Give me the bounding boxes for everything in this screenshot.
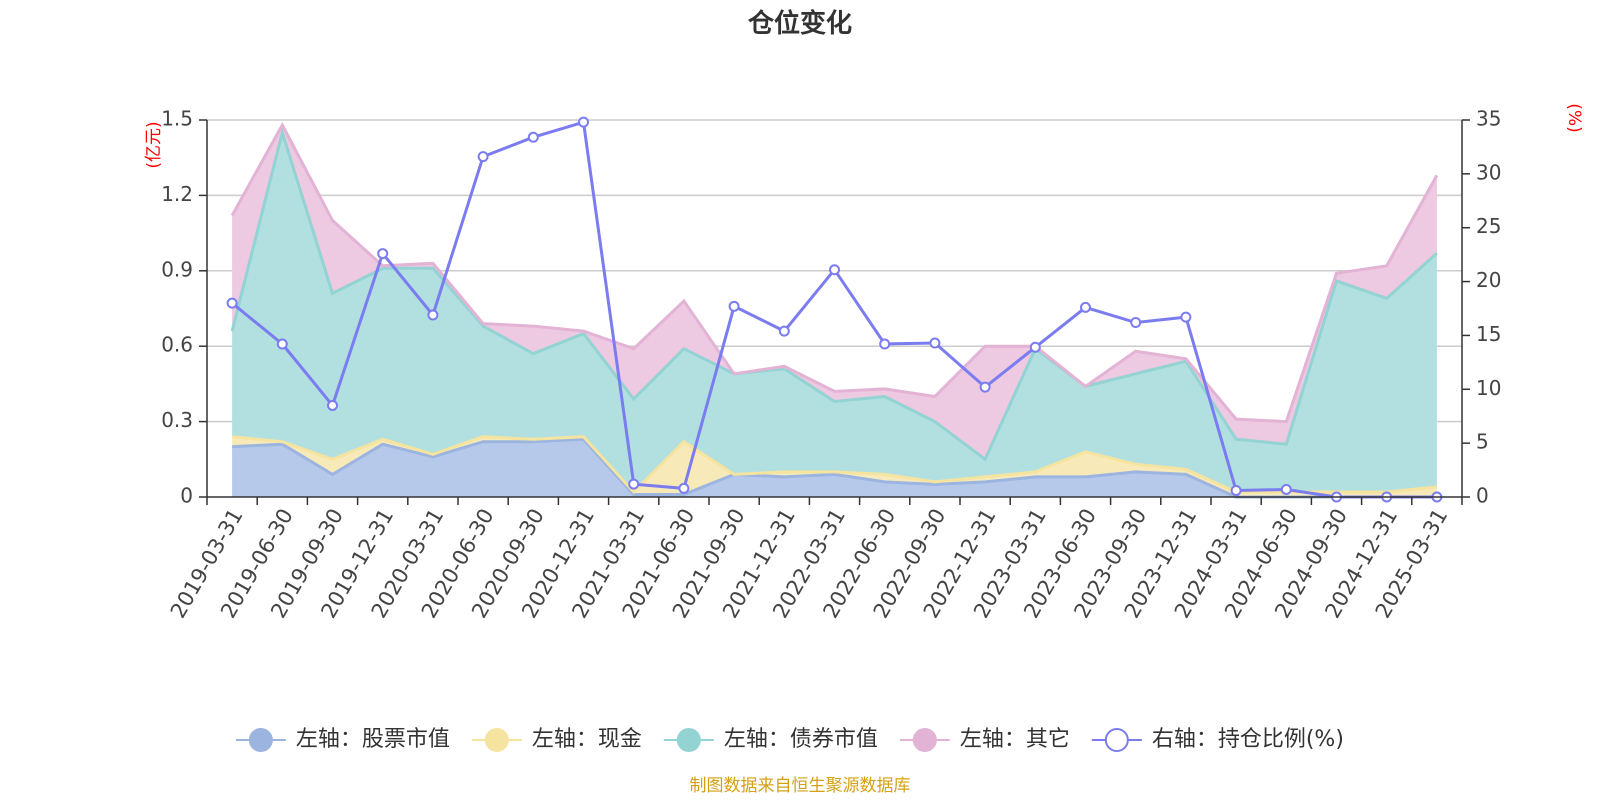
left-tick-label: 1.5 [161,107,193,131]
ratio-point [1080,301,1091,313]
ratio-point [477,151,489,163]
ratio-point [1029,341,1041,353]
right-axis-unit: (%) [1564,103,1584,132]
ratio-point [578,116,589,128]
left-tick-label: 0.3 [161,408,193,432]
chart-title: 仓位变化 [747,8,852,39]
right-tick-label: 35 [1476,107,1501,131]
ratio-point [276,338,288,350]
right-axis-ticks: 0 5 10 15 20 25 30 35 [1462,107,1501,508]
left-axis-unit: (亿元) [144,121,164,168]
ratio-point [1180,311,1192,323]
left-tick-label: 1.2 [161,182,193,206]
left-axis-ticks: 0 0.3 0.6 0.9 1.2 1.5 [161,107,207,508]
legend-marker [248,728,273,752]
legend-item: 左轴：现金 [471,727,642,752]
ratio-point [527,131,539,143]
right-tick-label: 10 [1476,376,1501,400]
legend-item: 右轴：持仓比例(%) [1091,727,1344,752]
legend-label: 左轴：其它 [960,727,1070,752]
right-tick-label: 0 [1476,484,1489,508]
ratio-point [327,399,338,411]
right-tick-label: 30 [1476,160,1501,184]
ratio-point [628,478,640,490]
right-tick-label: 25 [1476,214,1501,238]
ratio-point [778,325,790,337]
source-note: 制图数据来自恒生聚源数据库 [690,776,911,796]
legend-label: 左轴：股票市值 [296,727,450,752]
legend-item: 左轴：股票市值 [235,727,450,752]
left-tick-label: 0 [180,484,193,508]
area-股票市值 [232,439,1437,497]
legend-marker [676,728,701,752]
ratio-line-series [226,116,1443,503]
legend-label: 左轴：债券市值 [724,727,878,752]
legend-label: 左轴：现金 [532,727,642,752]
ratio-point [879,338,891,350]
legend-item: 左轴：其它 [899,727,1070,752]
area-line-其它 [230,121,1439,424]
ratio-point [678,482,690,494]
area-line-债券市值 [230,127,1438,462]
x-axis-ticks: 2019-03-312019-06-302019-09-302019-12-31… [166,497,1463,622]
ratio-point [979,381,991,393]
legend-item: 左轴：债券市值 [663,727,878,752]
ratio-point [1230,485,1242,497]
ratio-point [1280,483,1292,495]
right-tick-label: 20 [1476,268,1501,292]
legend-marker [912,728,937,752]
right-tick-label: 5 [1476,430,1489,454]
legend: 左轴：股票市值 左轴：现金 左轴：债券市值 左轴：其它 右轴：持仓比例(%) [235,727,1344,752]
ratio-point [1130,317,1142,329]
ratio-point [728,300,740,312]
legend-label: 右轴：持仓比例(%) [1152,727,1344,752]
right-tick-label: 15 [1476,322,1501,346]
left-tick-label: 0.6 [161,333,193,357]
legend-marker [484,728,509,752]
legend-marker [1104,728,1129,752]
ratio-point [226,297,238,309]
axes [206,120,1463,498]
left-tick-label: 0.9 [161,257,193,281]
area-债券市值 [232,132,1437,492]
ratio-point [377,248,389,260]
ratio-point [929,337,941,349]
ratio-point [829,264,840,276]
ratio-point [427,309,439,321]
